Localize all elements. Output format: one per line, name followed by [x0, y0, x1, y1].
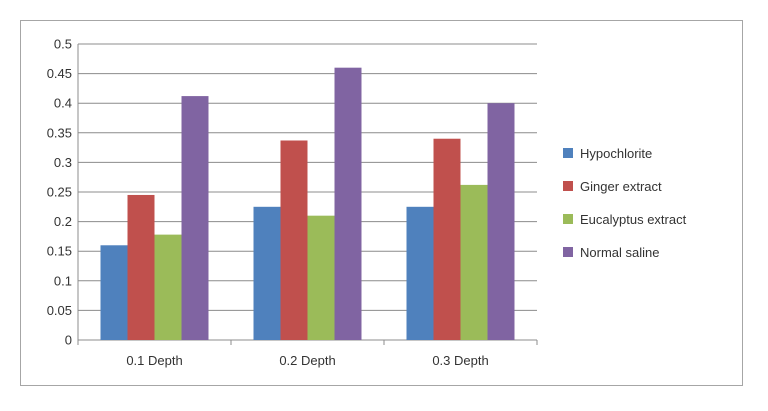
bar-eucalyptus-extract: [460, 184, 488, 340]
y-tick-label: 0.3: [54, 155, 72, 170]
legend-label: Hypochlorite: [580, 146, 652, 161]
x-tick-label: 0.2 Depth: [279, 353, 335, 368]
bar-eucalyptus-extract: [307, 215, 335, 340]
bar-ginger-extract: [127, 194, 155, 340]
y-tick-label: 0.25: [47, 185, 72, 200]
legend-swatch: [563, 148, 573, 158]
bar-normal-saline: [334, 67, 362, 341]
legend-swatch: [563, 247, 573, 257]
bar-ginger-extract: [280, 140, 308, 340]
y-tick-label: 0.15: [47, 244, 72, 259]
y-tick-label: 0.45: [47, 66, 72, 81]
y-tick-label: 0.35: [47, 125, 72, 140]
x-tick-label: 0.3 Depth: [432, 353, 488, 368]
legend-label: Eucalyptus extract: [580, 212, 687, 227]
legend-label: Normal saline: [580, 245, 659, 260]
y-tick-label: 0.4: [54, 96, 72, 111]
legend-swatch: [563, 181, 573, 191]
bar-hypochlorite: [100, 245, 128, 340]
y-tick-label: 0.1: [54, 273, 72, 288]
x-tick-label: 0.1 Depth: [126, 353, 182, 368]
bar-normal-saline: [487, 103, 515, 340]
y-tick-label: 0.5: [54, 37, 72, 52]
y-tick-label: 0: [65, 333, 72, 348]
bar-ginger-extract: [433, 138, 461, 340]
y-tick-label: 0.2: [54, 214, 72, 229]
bar-hypochlorite: [253, 206, 281, 340]
bar-normal-saline: [181, 96, 209, 340]
bar-eucalyptus-extract: [154, 234, 182, 340]
bar-hypochlorite: [406, 206, 434, 340]
legend-swatch: [563, 214, 573, 224]
legend-label: Ginger extract: [580, 179, 662, 194]
y-tick-label: 0.05: [47, 303, 72, 318]
